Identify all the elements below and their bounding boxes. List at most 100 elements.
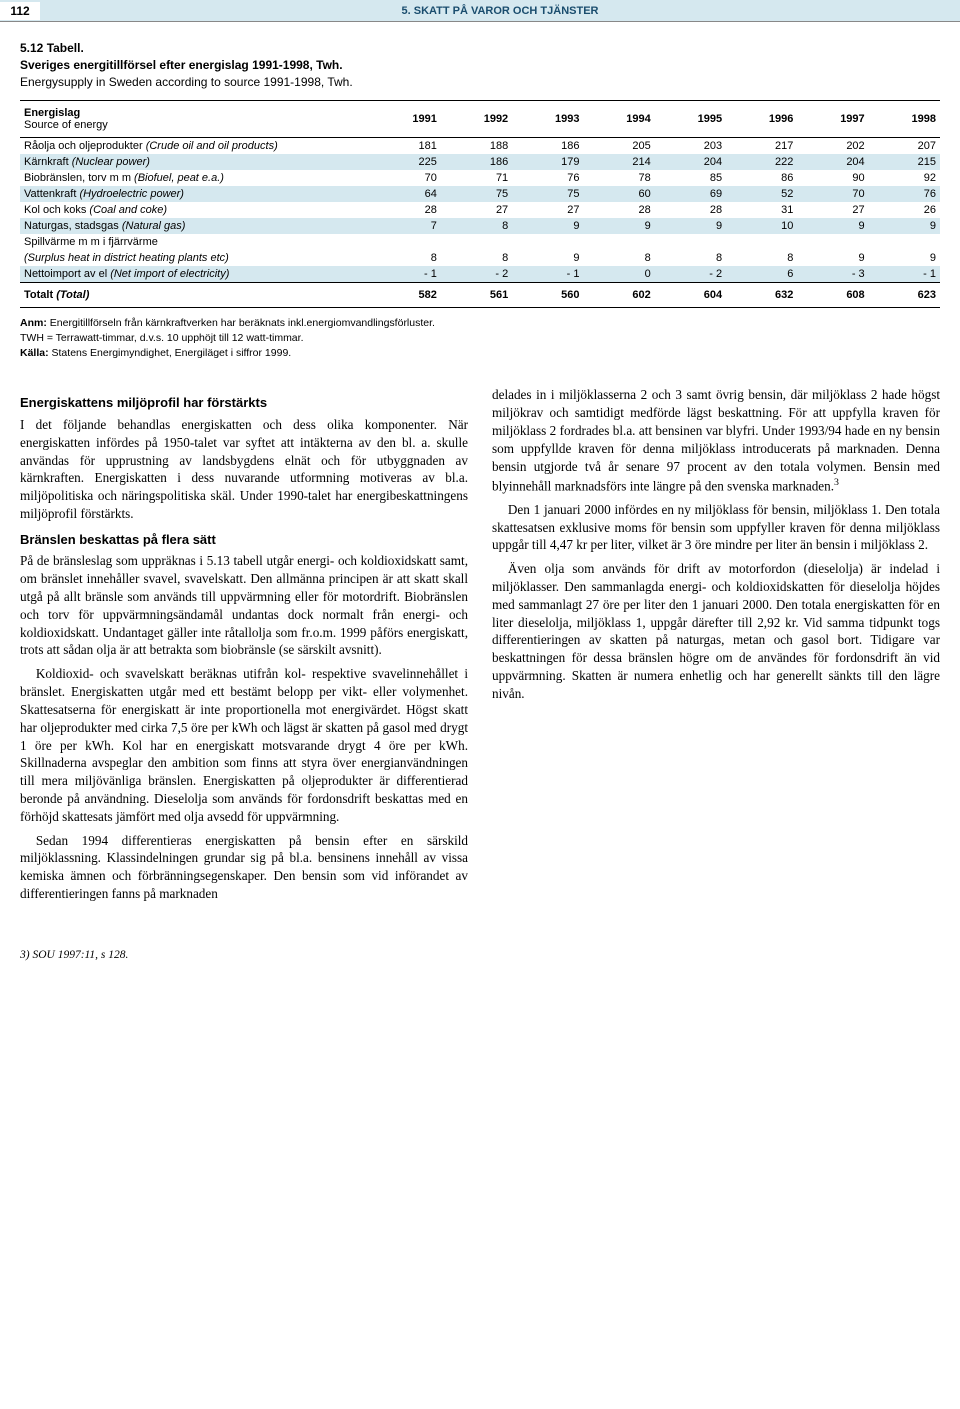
subheading: Bränslen beskattas på flera sätt [20, 531, 468, 549]
total-label: Totalt (Total) [20, 283, 370, 308]
cell: 8 [655, 250, 726, 266]
row-label: Vattenkraft (Hydroelectric power) [20, 186, 370, 202]
cell: 9 [583, 218, 654, 234]
cell: 203 [655, 138, 726, 155]
cell: 217 [726, 138, 797, 155]
table-caption: 5.12 Tabell. Sveriges energitillförsel e… [20, 40, 940, 90]
table-footnotes: Anm: Energitillförseln från kärnkraftver… [20, 316, 940, 360]
cell: 179 [512, 154, 583, 170]
cell: - 3 [797, 266, 868, 283]
row-label: Kärnkraft (Nuclear power) [20, 154, 370, 170]
subheading: Energiskattens miljöprofil har förstärkt… [20, 394, 468, 412]
table-title-en: Energysupply in Sweden according to sour… [20, 75, 353, 89]
cell: 604 [655, 283, 726, 308]
cell: 215 [869, 154, 940, 170]
body-paragraph: På de bränsleslag som uppräknas i 5.13 t… [20, 552, 468, 659]
body-paragraph: I det följande behandlas energiskatten o… [20, 416, 468, 523]
cell: 222 [726, 154, 797, 170]
left-column: Energiskattens miljöprofil har förstärkt… [20, 386, 468, 908]
table-total-row: Totalt (Total)582561560602604632608623 [20, 283, 940, 308]
cell: 86 [726, 170, 797, 186]
cell: 561 [441, 283, 512, 308]
cell: 186 [441, 154, 512, 170]
cell: 60 [583, 186, 654, 202]
cell: 27 [797, 202, 868, 218]
cell: 204 [797, 154, 868, 170]
cell [797, 234, 868, 250]
cell: 10 [726, 218, 797, 234]
cell: 75 [512, 186, 583, 202]
cell: 52 [726, 186, 797, 202]
cell: 186 [512, 138, 583, 155]
section-title: 5. SKATT PÅ VAROR OCH TJÄNSTER [40, 5, 960, 17]
energy-table: Energislag Source of energy 1991 1992 19… [20, 100, 940, 308]
table-row: Vattenkraft (Hydroelectric power)6475756… [20, 186, 940, 202]
cell: 204 [655, 154, 726, 170]
cell: 31 [726, 202, 797, 218]
row-label: Spillvärme m m i fjärrvärme [20, 234, 370, 250]
cell: 207 [869, 138, 940, 155]
cell: 76 [869, 186, 940, 202]
table-row: Naturgas, stadsgas (Natural gas)78999109… [20, 218, 940, 234]
page-header: 112 5. SKATT PÅ VAROR OCH TJÄNSTER [0, 0, 960, 22]
cell: 75 [441, 186, 512, 202]
cell: - 2 [441, 266, 512, 283]
cell: 560 [512, 283, 583, 308]
cell: 9 [869, 250, 940, 266]
col-year: 1998 [869, 101, 940, 138]
cell: 92 [869, 170, 940, 186]
table-row: Biobränslen, torv m m (Biofuel, peat e.a… [20, 170, 940, 186]
cell: 28 [370, 202, 441, 218]
table-header-row: Energislag Source of energy 1991 1992 19… [20, 101, 940, 138]
body-columns: Energiskattens miljöprofil har förstärkt… [0, 372, 960, 928]
cell: 26 [869, 202, 940, 218]
cell: 28 [655, 202, 726, 218]
body-paragraph: Den 1 januari 2000 infördes en ny miljök… [492, 501, 940, 554]
col-energy-source: Energislag Source of energy [20, 101, 370, 138]
page-footnote: 3) SOU 1997:11, s 128. [0, 929, 960, 981]
cell: 71 [441, 170, 512, 186]
row-label: Råolja och oljeprodukter (Crude oil and … [20, 138, 370, 155]
table-row: Kol och koks (Coal and coke)282727282831… [20, 202, 940, 218]
cell: - 2 [655, 266, 726, 283]
cell: 78 [583, 170, 654, 186]
cell: 188 [441, 138, 512, 155]
table-row: (Surplus heat in district heating plants… [20, 250, 940, 266]
cell: 28 [583, 202, 654, 218]
table-row: Spillvärme m m i fjärrvärme [20, 234, 940, 250]
cell: 181 [370, 138, 441, 155]
cell: 7 [370, 218, 441, 234]
cell: 85 [655, 170, 726, 186]
cell: 9 [512, 218, 583, 234]
cell: 9 [797, 218, 868, 234]
col-year: 1996 [726, 101, 797, 138]
body-paragraph: Koldioxid- och svavelskatt beräknas utif… [20, 665, 468, 825]
cell: 225 [370, 154, 441, 170]
cell: 70 [797, 186, 868, 202]
body-paragraph: Sedan 1994 differentieras energiskatten … [20, 832, 468, 903]
cell [655, 234, 726, 250]
col-year: 1993 [512, 101, 583, 138]
cell: 582 [370, 283, 441, 308]
cell: 602 [583, 283, 654, 308]
cell: 6 [726, 266, 797, 283]
cell [512, 234, 583, 250]
cell: 623 [869, 283, 940, 308]
table-section: 5.12 Tabell. Sveriges energitillförsel e… [0, 22, 960, 372]
cell: 8 [726, 250, 797, 266]
cell: 9 [869, 218, 940, 234]
cell: 27 [441, 202, 512, 218]
cell [869, 234, 940, 250]
page-number: 112 [0, 2, 40, 20]
cell: 9 [655, 218, 726, 234]
cell: 205 [583, 138, 654, 155]
col-year: 1995 [655, 101, 726, 138]
cell: 8 [441, 218, 512, 234]
row-label: Kol och koks (Coal and coke) [20, 202, 370, 218]
cell: - 1 [512, 266, 583, 283]
cell: 9 [512, 250, 583, 266]
body-paragraph: delades in i miljöklasserna 2 och 3 samt… [492, 386, 940, 494]
right-column: delades in i miljöklasserna 2 och 3 samt… [492, 386, 940, 908]
cell: 69 [655, 186, 726, 202]
cell: 214 [583, 154, 654, 170]
